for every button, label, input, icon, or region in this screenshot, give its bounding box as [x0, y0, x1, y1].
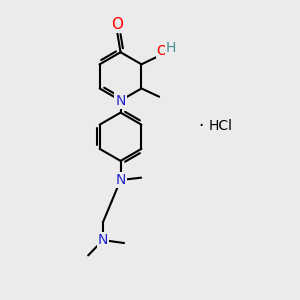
Text: N: N	[116, 94, 126, 107]
Text: O: O	[111, 17, 123, 32]
Text: O: O	[157, 44, 167, 58]
Text: ·: ·	[198, 117, 203, 135]
Text: N: N	[116, 173, 126, 187]
Text: N: N	[98, 233, 108, 247]
Text: H: H	[166, 41, 176, 55]
Text: HCl: HCl	[209, 119, 233, 134]
